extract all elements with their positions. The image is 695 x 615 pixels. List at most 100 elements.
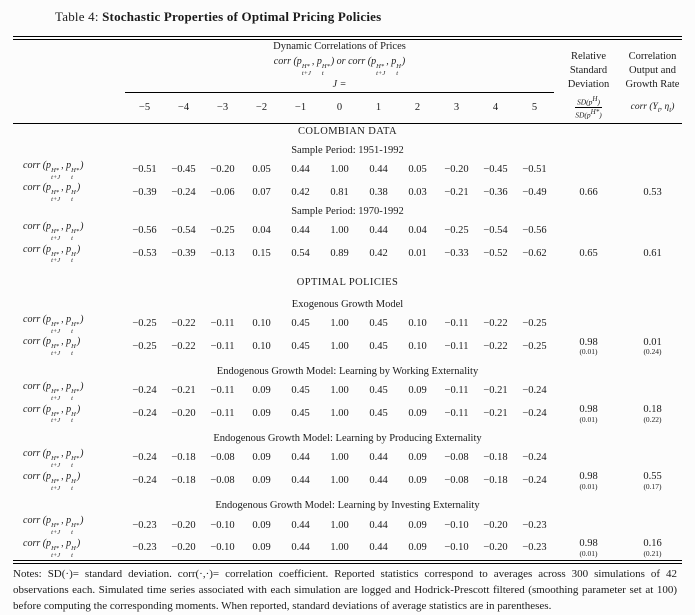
correlation-value: 0.81 (330, 186, 349, 198)
correlation-value: 1.00 (330, 407, 349, 419)
j-value: 0 (320, 92, 359, 125)
correlation-value: 0.44 (291, 542, 310, 554)
correlation-value: −0.22 (483, 318, 508, 330)
correlation-value: −0.33 (444, 247, 469, 259)
correlation-value: −0.11 (444, 318, 469, 330)
correlation-value: 0.07 (252, 186, 271, 198)
correlation-value: 0.10 (252, 318, 271, 330)
correlation-value: −0.20 (483, 542, 508, 554)
j-value: −1 (281, 92, 320, 125)
correlation-value: −0.25 (522, 340, 547, 352)
correlation-value: −0.24 (132, 452, 157, 464)
relative-sd-value (554, 159, 623, 182)
j-value: 5 (515, 92, 554, 125)
correlation-value: −0.23 (522, 519, 547, 531)
correlation-value: 1.00 (330, 385, 349, 397)
correlation-value: 0.05 (408, 164, 427, 176)
section-heading-row: Endogenous Growth Model: Learning by Inv… (13, 492, 682, 514)
corr-output-value: 0.18 (0.22) (623, 403, 682, 426)
correlation-value: 0.09 (252, 407, 271, 419)
correlation-value: −0.56 (522, 225, 547, 237)
correlation-value: 0.45 (291, 407, 310, 419)
table-number: Table 4: (55, 9, 99, 24)
section-heading-row: Sample Period: 1951-1992 (13, 140, 682, 159)
table-row: corr (p H* t+J, p H* t) −0.25 −0.22 −0.11 0.10 0.… (13, 313, 682, 336)
correlation-value: −0.11 (444, 385, 469, 397)
correlation-value: 0.09 (408, 475, 427, 487)
table-row: corr (p H* t+J, p H* t) −0.51 −0.45 −0.20 0.05 0.… (13, 159, 682, 182)
j-value: −4 (164, 92, 203, 125)
correlation-value: −0.56 (132, 225, 157, 237)
correlation-value: −0.18 (171, 475, 196, 487)
j-value: 1 (359, 92, 398, 125)
header-empty-cell (13, 92, 125, 125)
section-heading-row: Endogenous Growth Model: Learning by Wor… (13, 358, 682, 380)
correlation-value: 0.44 (369, 164, 388, 176)
j-values-row: −5 −4 −3 −2 −1 0 1 2 3 4 5 SD(pH) SD(pH*… (13, 92, 682, 125)
correlation-value: 0.09 (252, 542, 271, 554)
correlation-value: −0.11 (210, 385, 235, 397)
relative-sd-value (554, 313, 623, 336)
correlation-value: −0.08 (444, 452, 469, 464)
correlation-value: 0.09 (408, 542, 427, 554)
correlation-value: 0.45 (291, 340, 310, 352)
j-equals-label: J = (332, 78, 347, 90)
correlation-value: −0.10 (444, 519, 469, 531)
correlation-value: −0.24 (132, 385, 157, 397)
correlation-value: 0.54 (291, 247, 310, 259)
section-heading: Sample Period: 1970-1992 (291, 206, 404, 218)
correlation-value: −0.20 (171, 542, 196, 554)
relative-sd-value (554, 380, 623, 403)
correlation-value: −0.62 (522, 247, 547, 259)
correlation-value: −0.36 (483, 186, 508, 198)
correlation-value: 0.44 (291, 452, 310, 464)
corr-output-value: 0.01 (0.24) (623, 335, 682, 358)
corr-output-value (623, 380, 682, 403)
section-heading-row: Exogenous Growth Model (13, 291, 682, 313)
section-heading-row: OPTIMAL POLICIES (13, 265, 682, 291)
correlation-value: 0.42 (291, 186, 310, 198)
corr-output-value: 0.55 (0.17) (623, 470, 682, 493)
table-row: corr (p H* t+J, p H* t) −0.23 −0.20 −0.10 0.09 0.… (13, 514, 682, 537)
correlation-value: −0.10 (210, 542, 235, 554)
header-empty-cell (13, 40, 125, 92)
correlation-value: 0.10 (408, 318, 427, 330)
row-label: corr (p H* t+J, p H* t) (23, 220, 84, 242)
table-caption: Table 4: Stochastic Properties of Optima… (55, 9, 682, 25)
top-double-rule (13, 36, 682, 40)
correlation-value: −0.23 (522, 542, 547, 554)
correlation-value: 0.44 (291, 164, 310, 176)
correlation-value: 0.09 (252, 452, 271, 464)
correlation-value: 0.01 (408, 247, 427, 259)
correlation-value: −0.20 (171, 519, 196, 531)
column-group-title: Dynamic Correlations of Prices (273, 41, 406, 52)
correlation-value: −0.20 (483, 519, 508, 531)
correlation-value: −0.21 (483, 407, 508, 419)
correlation-value: 0.45 (369, 340, 388, 352)
section-heading-row: Sample Period: 1970-1992 (13, 204, 682, 220)
correlation-value: 1.00 (330, 519, 349, 531)
correlation-value: −0.10 (210, 519, 235, 531)
correlation-value: −0.20 (210, 164, 235, 176)
relative-sd-header: Relative Standard Deviation (567, 51, 610, 90)
correlation-value: −0.08 (210, 452, 235, 464)
section-heading: Sample Period: 1951-1992 (291, 144, 404, 156)
section-heading: Endogenous Growth Model: Learning by Inv… (215, 500, 480, 512)
correlation-value: 0.44 (369, 519, 388, 531)
correlation-value: 0.04 (408, 225, 427, 237)
relative-sd-value: 0.98 (0.01) (554, 470, 623, 493)
correlation-value: 0.42 (369, 247, 388, 259)
relative-sd-value: 0.65 (579, 248, 598, 260)
relative-sd-value (554, 514, 623, 537)
correlation-value: 0.44 (369, 225, 388, 237)
correlation-value: −0.45 (171, 164, 196, 176)
correlation-value: 0.45 (369, 318, 388, 330)
correlation-value: −0.25 (210, 225, 235, 237)
section-heading-row: Endogenous Growth Model: Learning by Pro… (13, 425, 682, 447)
correlation-value: 1.00 (330, 340, 349, 352)
